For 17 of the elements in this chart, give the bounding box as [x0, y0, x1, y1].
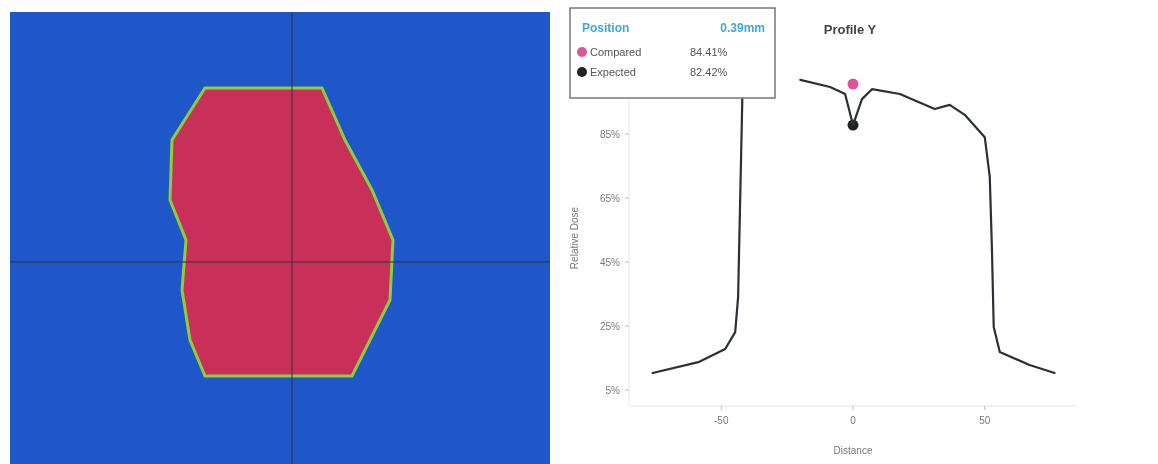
y-tick-label: 25%	[599, 320, 621, 332]
text: 0.39mm	[720, 21, 765, 35]
annotation: 82.42%	[690, 66, 728, 78]
y-axis-title: Relative Dose	[569, 206, 580, 270]
text: 84.41%	[690, 46, 728, 58]
legend-label: Expected	[590, 66, 636, 78]
y-tick-label: 45%	[599, 256, 621, 268]
x-tick-label: -50	[714, 415, 729, 426]
x-axis-title: Distance	[833, 445, 873, 456]
chart-title: Profile Y	[823, 22, 877, 37]
text: Position	[582, 21, 630, 35]
y-tick-label: 65%	[599, 192, 621, 204]
y-tick-label: 5%	[605, 384, 621, 396]
x-tick-label: 50	[979, 415, 991, 426]
y-tick-label: 85%	[599, 128, 621, 140]
legend-label: Compared	[590, 46, 642, 58]
x-tick-label: 0	[850, 415, 857, 426]
